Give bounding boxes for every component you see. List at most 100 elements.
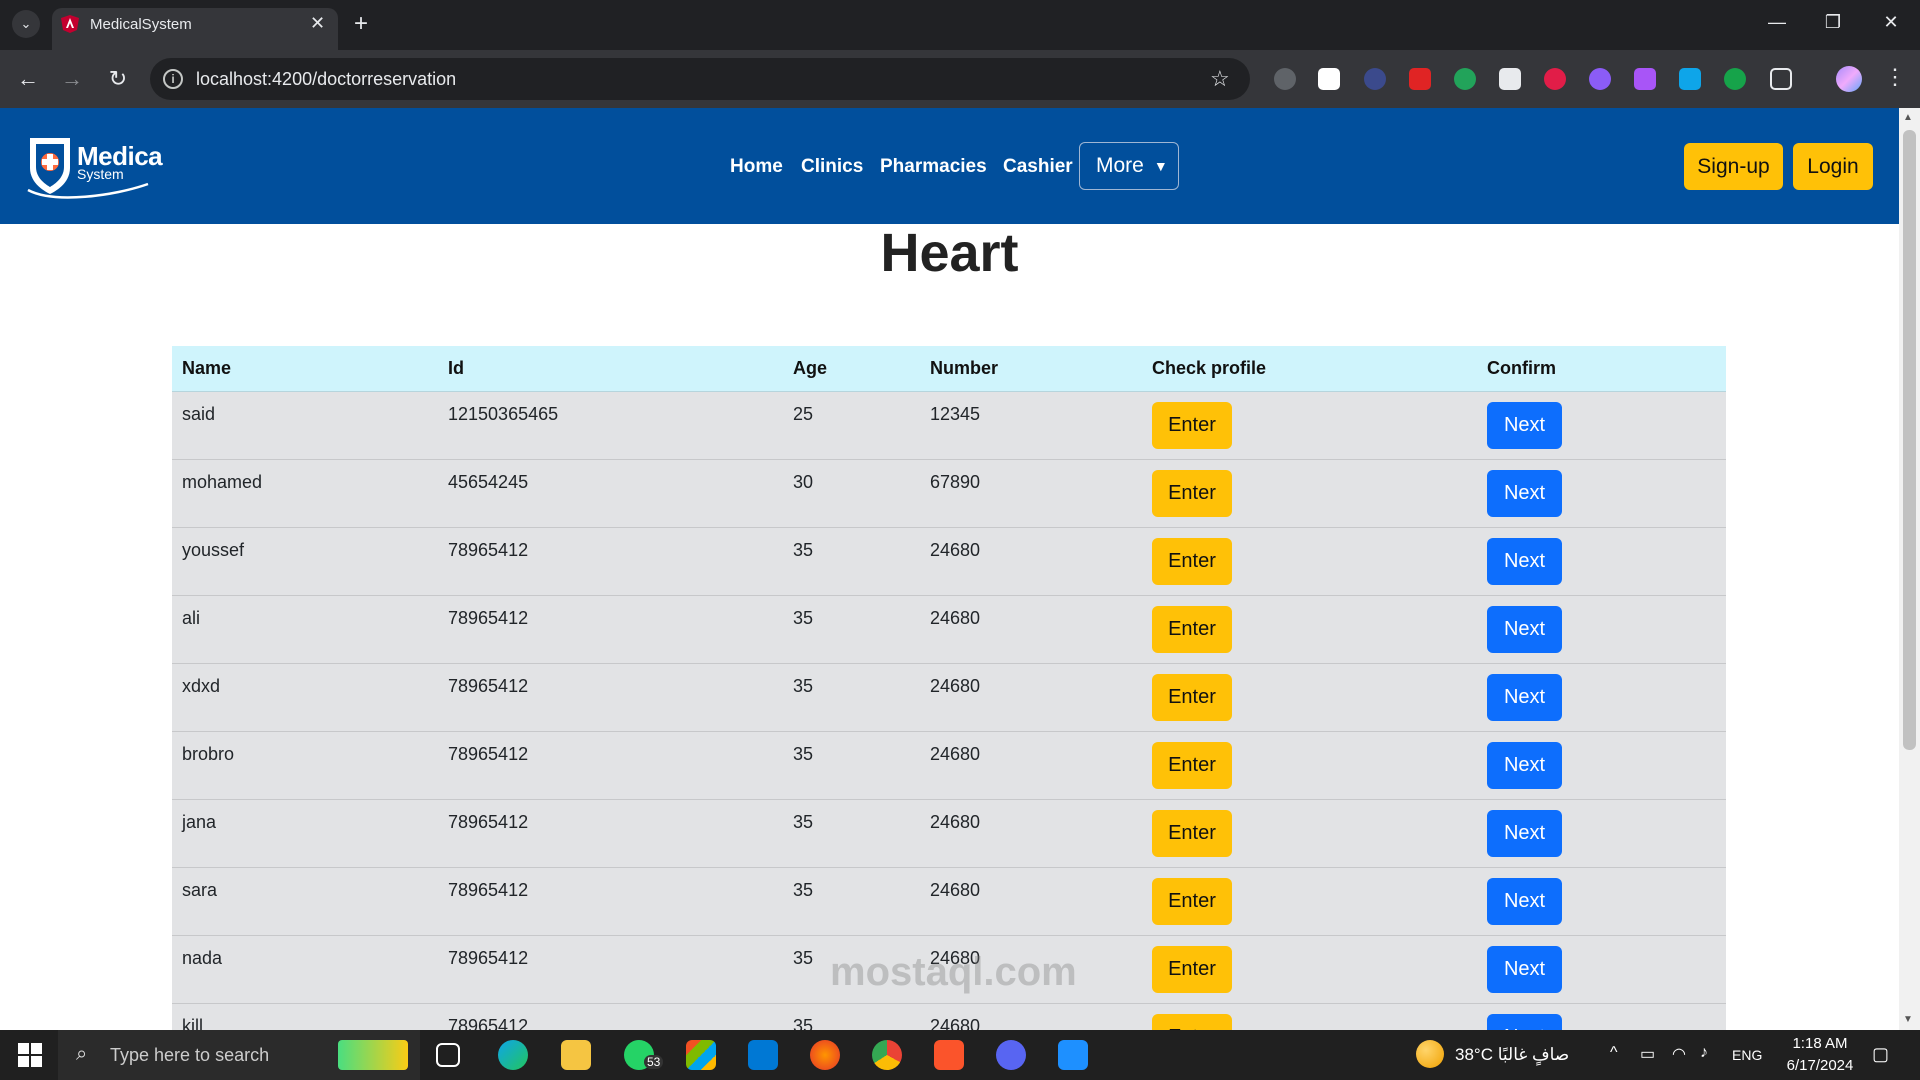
cell-id: 78965412 <box>438 527 783 596</box>
close-window-button[interactable]: ✕ <box>1883 12 1899 32</box>
cell-number: 24680 <box>920 663 1142 732</box>
more-dropdown-button[interactable]: More ▼ <box>1079 142 1179 190</box>
login-button[interactable]: Login <box>1793 143 1873 190</box>
firefox-icon[interactable] <box>810 1040 840 1070</box>
next-button[interactable]: Next <box>1487 1013 1562 1030</box>
extension-cursor-icon[interactable] <box>1364 68 1386 90</box>
battery-icon[interactable]: ▭ <box>1640 1046 1656 1063</box>
chrome-icon[interactable] <box>872 1040 902 1070</box>
notepad-icon[interactable] <box>1058 1040 1088 1070</box>
forward-arrow-icon[interactable]: → <box>61 66 83 91</box>
task-view-icon[interactable] <box>436 1043 460 1067</box>
nav-cashier[interactable]: Cashier <box>1003 156 1073 177</box>
scroll-down-icon[interactable]: ▼ <box>1903 1014 1913 1025</box>
next-button[interactable]: Next <box>1487 673 1562 721</box>
table-row: brobro 78965412 35 24680 Enter Next <box>172 731 1726 800</box>
nav-clinics[interactable]: Clinics <box>801 156 864 177</box>
enter-button[interactable]: Enter <box>1152 1013 1232 1030</box>
next-button[interactable]: Next <box>1487 401 1562 449</box>
enter-button[interactable]: Enter <box>1152 809 1232 857</box>
enter-button[interactable]: Enter <box>1152 877 1232 925</box>
extension-shield-icon[interactable] <box>1409 68 1431 90</box>
extension-cloud-icon[interactable] <box>1274 68 1296 90</box>
cell-id: 78965412 <box>438 731 783 800</box>
search-highlight-icon[interactable] <box>338 1040 408 1070</box>
minimize-button[interactable]: — <box>1768 12 1786 32</box>
reload-icon[interactable]: ↻ <box>108 66 128 91</box>
bookmark-star-icon[interactable]: ☆ <box>1210 66 1230 91</box>
cell-name: nada <box>172 935 438 1004</box>
windows-start-icon[interactable] <box>18 1043 42 1067</box>
new-tab-button[interactable]: + <box>354 10 369 37</box>
extension-chart-icon[interactable] <box>1318 68 1340 90</box>
weather-text[interactable]: 38°C صافٍ غالبًا <box>1455 1045 1570 1064</box>
cell-confirm: Next <box>1477 867 1726 936</box>
site-info-icon[interactable]: i <box>163 69 183 89</box>
extension-robot-icon[interactable] <box>1454 68 1476 90</box>
next-button[interactable]: Next <box>1487 741 1562 789</box>
cell-number: 12345 <box>920 391 1142 460</box>
cell-id: 78965412 <box>438 799 783 868</box>
logo-title: Medica <box>77 141 163 171</box>
notification-icon[interactable]: ▢ <box>1872 1044 1890 1064</box>
next-button[interactable]: Next <box>1487 877 1562 925</box>
enter-button[interactable]: Enter <box>1152 673 1232 721</box>
tab-search-chevron-icon[interactable]: ⌄ <box>12 10 40 38</box>
nav-pharmacies[interactable]: Pharmacies <box>880 156 987 177</box>
volume-icon[interactable]: ♪ <box>1700 1044 1708 1061</box>
nav-home[interactable]: Home <box>730 156 783 177</box>
clock-date[interactable]: 6/17/2024 <box>1786 1057 1854 1074</box>
file-explorer-icon[interactable] <box>561 1040 591 1070</box>
enter-button[interactable]: Enter <box>1152 605 1232 653</box>
enter-button[interactable]: Enter <box>1152 401 1232 449</box>
next-button[interactable]: Next <box>1487 945 1562 993</box>
extension-globe-icon[interactable] <box>1724 68 1746 90</box>
url-text[interactable]: localhost:4200/doctorreservation <box>196 69 457 89</box>
cell-number: 24680 <box>920 935 1142 1004</box>
extension-glasses-icon[interactable] <box>1499 68 1521 90</box>
scrollbar-thumb[interactable] <box>1903 130 1916 750</box>
address-bar[interactable] <box>150 58 1250 100</box>
browser-tab[interactable] <box>52 8 338 50</box>
show-hidden-icons-chevron-icon[interactable]: ^ <box>1610 1044 1618 1061</box>
cell-id: 78965412 <box>438 1003 783 1030</box>
taskbar-search-placeholder[interactable]: Type here to search <box>110 1045 270 1065</box>
profile-avatar[interactable] <box>1836 66 1862 92</box>
extensions-puzzle-icon[interactable] <box>1770 68 1792 90</box>
enter-button[interactable]: Enter <box>1152 945 1232 993</box>
cell-check-profile: Enter <box>1142 867 1477 936</box>
clock-time[interactable]: 1:18 AM <box>1792 1035 1848 1052</box>
discord-icon[interactable] <box>996 1040 1026 1070</box>
enter-button[interactable]: Enter <box>1152 537 1232 585</box>
extension-7-purple-icon[interactable] <box>1634 68 1656 90</box>
enter-button[interactable]: Enter <box>1152 469 1232 517</box>
column-header-check-profile: Check profile <box>1142 346 1477 392</box>
browser-menu-icon[interactable]: ⋮ <box>1884 64 1906 89</box>
reservations-table-container: Name Id Age Number Check profile Confirm… <box>172 346 1726 1030</box>
cell-check-profile: Enter <box>1142 595 1477 664</box>
brave-icon[interactable] <box>934 1040 964 1070</box>
extension-brain-icon[interactable] <box>1589 68 1611 90</box>
extension-record-icon[interactable] <box>1544 68 1566 90</box>
next-button[interactable]: Next <box>1487 605 1562 653</box>
cell-age: 35 <box>783 935 920 1004</box>
next-button[interactable]: Next <box>1487 809 1562 857</box>
next-button[interactable]: Next <box>1487 537 1562 585</box>
cell-number: 24680 <box>920 595 1142 664</box>
tab-close-icon[interactable]: ✕ <box>310 13 326 33</box>
wifi-icon[interactable]: ◠ <box>1672 1046 1686 1063</box>
edge-icon[interactable] <box>498 1040 528 1070</box>
microsoft-store-icon[interactable] <box>686 1040 716 1070</box>
cell-check-profile: Enter <box>1142 1003 1477 1030</box>
language-indicator[interactable]: ENG <box>1732 1047 1763 1063</box>
mail-icon[interactable] <box>748 1040 778 1070</box>
medica-logo[interactable] <box>24 132 154 200</box>
signup-button[interactable]: Sign-up <box>1684 143 1783 190</box>
next-button[interactable]: Next <box>1487 469 1562 517</box>
cell-confirm: Next <box>1477 595 1726 664</box>
enter-button[interactable]: Enter <box>1152 741 1232 789</box>
extension-7-blue-icon[interactable] <box>1679 68 1701 90</box>
back-arrow-icon[interactable]: ← <box>17 66 39 91</box>
scroll-up-icon[interactable]: ▲ <box>1903 112 1913 123</box>
restore-button[interactable]: ❐ <box>1824 12 1842 32</box>
